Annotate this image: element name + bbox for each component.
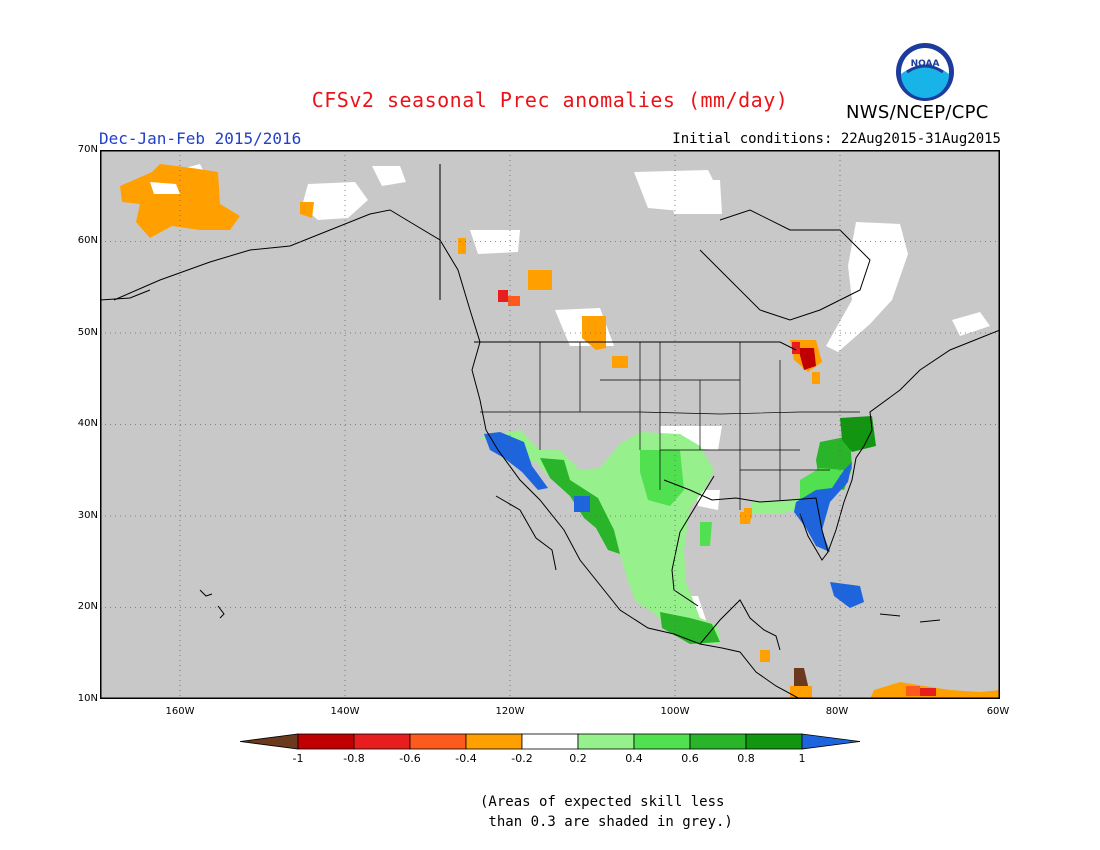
state-borders [480,342,860,510]
lat-label-20n: 20N [77,601,98,612]
precip-anomaly-map [100,150,1000,699]
colorbar-bin [521,733,579,750]
forecast-period: Dec-Jan-Feb 2015/2016 [99,129,302,148]
colorbar-bin [745,733,803,750]
lon-label-140w: 140W [330,706,360,717]
colorbar-label: -0.8 [343,752,365,765]
colorbar-bin [577,733,635,750]
lat-label-50n: 50N [77,327,98,338]
lon-label-80w: 80W [825,706,849,717]
lat-label-60n: 60N [77,235,98,246]
lat-label-70n: 70N [77,144,98,155]
logo-text: NOAA [911,59,940,69]
initial-conditions-label: Initial conditions: 22Aug2015-31Aug2015 [672,131,1001,147]
colorbar-bin [353,733,411,750]
colorbar-label: -0.2 [511,752,533,765]
colorbar-label: -0.4 [455,752,477,765]
agency-label: NWS/NCEP/CPC [846,102,989,123]
colorbar-label: 0.6 [681,752,699,765]
colorbar-label: -0.6 [399,752,421,765]
lon-label-160w: 160W [165,706,195,717]
colorbar-bin [801,733,860,750]
colorbar-bin [409,733,467,750]
lon-label-100w: 100W [660,706,690,717]
colorbar-bin [633,733,691,750]
page-title: CFSv2 seasonal Prec anomalies (mm/day) [311,88,789,112]
colorbar-label: 0.8 [737,752,755,765]
lat-label-30n: 30N [77,510,98,521]
colorbar-label: -1 [292,752,304,765]
footnote-line-2: than 0.3 are shaded in grey.) [480,814,733,830]
lat-label-10n: 10N [77,693,98,704]
noaa-logo-icon: NOAA [896,43,954,101]
colorbar-bin [465,733,523,750]
colorbar-label: 1 [798,752,806,765]
islands [199,589,941,623]
colorbar-bin [297,733,355,750]
colorbar-bin [240,733,299,750]
footnote-line-1: (Areas of expected skill less [480,794,725,810]
color-scale-bar [240,733,860,750]
grid-lines [100,150,1000,699]
lat-label-40n: 40N [77,418,98,429]
lon-label-120w: 120W [495,706,525,717]
lon-label-60w: 60W [986,706,1010,717]
footnote: (Areas of expected skill less than 0.3 a… [480,792,733,832]
coastlines [100,164,1000,699]
colorbar-label: 0.2 [569,752,587,765]
colorbar-bin [689,733,747,750]
colorbar-label: 0.4 [625,752,643,765]
